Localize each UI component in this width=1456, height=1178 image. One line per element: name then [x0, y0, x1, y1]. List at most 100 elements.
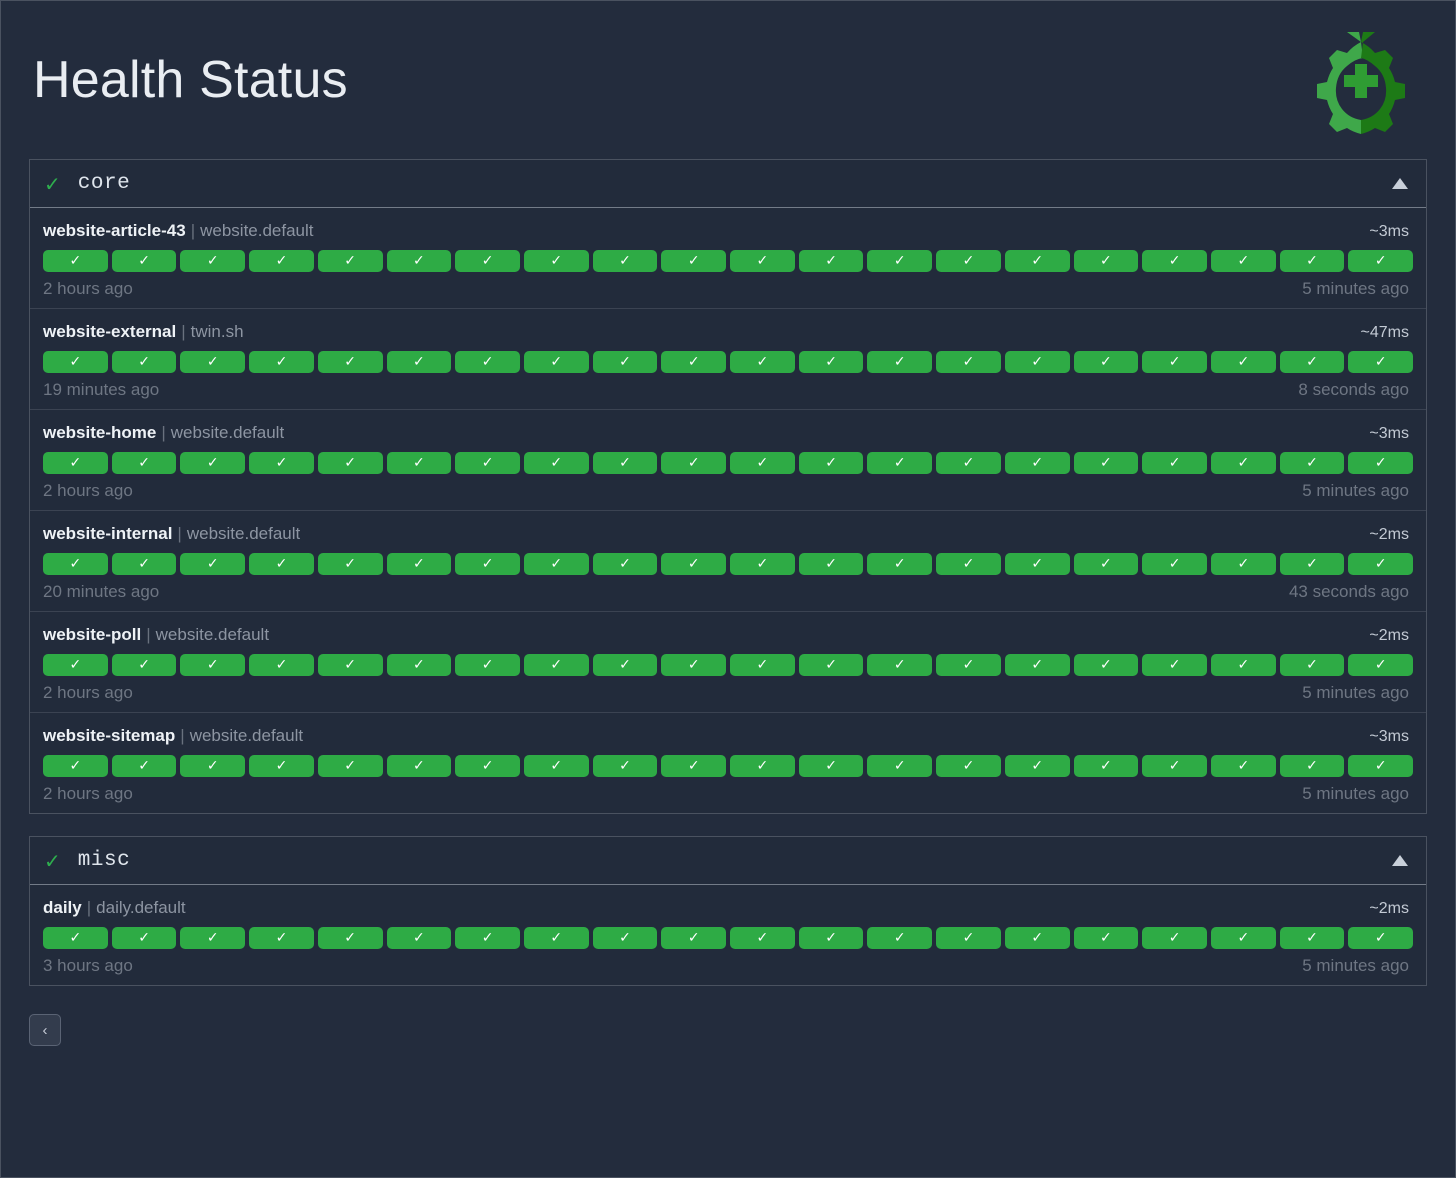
status-bar-up[interactable]: ✓: [111, 654, 177, 676]
status-bar-up[interactable]: ✓: [386, 654, 452, 676]
status-bar-up[interactable]: ✓: [1348, 351, 1414, 373]
status-bar-up[interactable]: ✓: [317, 452, 383, 474]
status-bar-up[interactable]: ✓: [730, 654, 795, 676]
status-bar-up[interactable]: ✓: [1279, 452, 1345, 474]
status-bar-up[interactable]: ✓: [592, 927, 658, 949]
status-bar-up[interactable]: ✓: [180, 250, 246, 272]
status-bar-up[interactable]: ✓: [867, 250, 933, 272]
status-bar-up[interactable]: ✓: [1210, 452, 1276, 474]
status-bar-up[interactable]: ✓: [1348, 250, 1414, 272]
status-bar-up[interactable]: ✓: [592, 553, 658, 575]
status-bar-up[interactable]: ✓: [1004, 755, 1070, 777]
status-bar-up[interactable]: ✓: [661, 755, 727, 777]
status-bar-up[interactable]: ✓: [1279, 553, 1345, 575]
status-bar-up[interactable]: ✓: [1004, 654, 1070, 676]
status-bar-up[interactable]: ✓: [249, 553, 314, 575]
group-header-core[interactable]: ✓ core: [30, 160, 1426, 208]
status-bar-up[interactable]: ✓: [455, 250, 520, 272]
status-bar-up[interactable]: ✓: [730, 351, 795, 373]
status-bar-up[interactable]: ✓: [249, 654, 314, 676]
status-bar-up[interactable]: ✓: [317, 654, 383, 676]
status-bar-up[interactable]: ✓: [455, 351, 520, 373]
status-bar-up[interactable]: ✓: [1073, 452, 1139, 474]
status-bar-up[interactable]: ✓: [1073, 553, 1139, 575]
status-bar-up[interactable]: ✓: [523, 351, 589, 373]
status-bar-up[interactable]: ✓: [936, 927, 1001, 949]
status-bar-up[interactable]: ✓: [180, 553, 246, 575]
status-bar-up[interactable]: ✓: [661, 452, 727, 474]
status-bar-up[interactable]: ✓: [1210, 755, 1276, 777]
status-bar-up[interactable]: ✓: [867, 351, 933, 373]
status-bar-up[interactable]: ✓: [798, 553, 864, 575]
status-bar-up[interactable]: ✓: [798, 755, 864, 777]
status-bar-up[interactable]: ✓: [936, 250, 1001, 272]
status-bar-up[interactable]: ✓: [936, 755, 1001, 777]
status-bar-up[interactable]: ✓: [798, 452, 864, 474]
status-bar-up[interactable]: ✓: [455, 654, 520, 676]
status-bar-up[interactable]: ✓: [1004, 927, 1070, 949]
triangle-up-icon[interactable]: [1392, 855, 1408, 866]
status-bar-up[interactable]: ✓: [798, 927, 864, 949]
status-bar-up[interactable]: ✓: [730, 250, 795, 272]
status-bar-up[interactable]: ✓: [867, 654, 933, 676]
status-bar-up[interactable]: ✓: [43, 553, 108, 575]
status-bar-up[interactable]: ✓: [1142, 553, 1207, 575]
status-bar-up[interactable]: ✓: [111, 553, 177, 575]
status-bar-up[interactable]: ✓: [455, 553, 520, 575]
status-bar-up[interactable]: ✓: [798, 654, 864, 676]
status-bar-up[interactable]: ✓: [43, 452, 108, 474]
service-row[interactable]: website-external | twin.sh ~47ms ✓ ✓ ✓ ✓ ✓ ✓ ✓ ✓ ✓ ✓ ✓…: [30, 309, 1426, 410]
status-bar-up[interactable]: ✓: [180, 927, 246, 949]
status-bar-up[interactable]: ✓: [1004, 250, 1070, 272]
group-header-misc[interactable]: ✓ misc: [30, 837, 1426, 885]
status-bar-up[interactable]: ✓: [867, 452, 933, 474]
status-bar-up[interactable]: ✓: [386, 452, 452, 474]
status-bar-up[interactable]: ✓: [592, 452, 658, 474]
status-bar-up[interactable]: ✓: [1348, 755, 1414, 777]
status-bar-up[interactable]: ✓: [936, 654, 1001, 676]
status-bar-up[interactable]: ✓: [1279, 755, 1345, 777]
status-bar-up[interactable]: ✓: [936, 351, 1001, 373]
status-bar-up[interactable]: ✓: [523, 755, 589, 777]
status-bar-up[interactable]: ✓: [867, 553, 933, 575]
status-bar-up[interactable]: ✓: [317, 250, 383, 272]
service-row[interactable]: website-poll | website.default ~2ms ✓ ✓ ✓ ✓ ✓ ✓ ✓ ✓…: [30, 612, 1426, 713]
status-bar-up[interactable]: ✓: [661, 351, 727, 373]
status-bar-up[interactable]: ✓: [111, 755, 177, 777]
status-bar-up[interactable]: ✓: [1142, 250, 1207, 272]
status-bar-up[interactable]: ✓: [455, 755, 520, 777]
status-bar-up[interactable]: ✓: [936, 553, 1001, 575]
previous-page-button[interactable]: ‹: [29, 1014, 61, 1046]
status-bar-up[interactable]: ✓: [455, 927, 520, 949]
status-bar-up[interactable]: ✓: [1142, 654, 1207, 676]
service-row[interactable]: website-internal | website.default ~2ms ✓ ✓ ✓ ✓…: [30, 511, 1426, 612]
status-bar-up[interactable]: ✓: [249, 927, 314, 949]
status-bar-up[interactable]: ✓: [386, 553, 452, 575]
status-bar-up[interactable]: ✓: [1210, 351, 1276, 373]
status-bar-up[interactable]: ✓: [111, 927, 177, 949]
status-bar-up[interactable]: ✓: [317, 351, 383, 373]
status-bar-up[interactable]: ✓: [592, 250, 658, 272]
status-bar-up[interactable]: ✓: [111, 250, 177, 272]
status-bar-up[interactable]: ✓: [386, 351, 452, 373]
status-bar-up[interactable]: ✓: [592, 351, 658, 373]
status-bar-up[interactable]: ✓: [1210, 927, 1276, 949]
status-bar-up[interactable]: ✓: [523, 927, 589, 949]
status-bar-up[interactable]: ✓: [1004, 452, 1070, 474]
status-bar-up[interactable]: ✓: [1279, 250, 1345, 272]
status-bar-up[interactable]: ✓: [1142, 755, 1207, 777]
status-bar-up[interactable]: ✓: [43, 654, 108, 676]
status-bar-up[interactable]: ✓: [936, 452, 1001, 474]
status-bar-up[interactable]: ✓: [1073, 755, 1139, 777]
status-bar-up[interactable]: ✓: [1279, 927, 1345, 949]
status-bar-up[interactable]: ✓: [730, 927, 795, 949]
status-bar-up[interactable]: ✓: [180, 755, 246, 777]
status-bar-up[interactable]: ✓: [867, 927, 933, 949]
status-bar-up[interactable]: ✓: [43, 927, 108, 949]
status-bar-up[interactable]: ✓: [1073, 351, 1139, 373]
status-bar-up[interactable]: ✓: [317, 755, 383, 777]
service-row[interactable]: website-home | website.default ~3ms ✓ ✓ ✓ ✓ ✓ ✓ ✓ ✓…: [30, 410, 1426, 511]
status-bar-up[interactable]: ✓: [730, 553, 795, 575]
status-bar-up[interactable]: ✓: [317, 927, 383, 949]
status-bar-up[interactable]: ✓: [1348, 654, 1414, 676]
